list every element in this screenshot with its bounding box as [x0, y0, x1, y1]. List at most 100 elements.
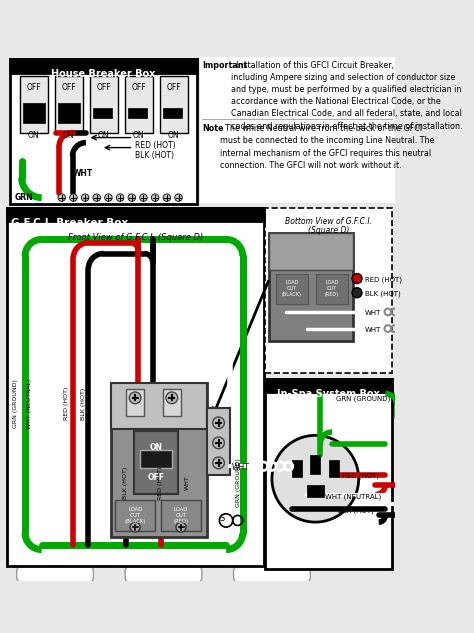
Text: (Square D): (Square D) [308, 226, 349, 235]
Bar [111, 383, 207, 537]
Text: S: S [219, 514, 225, 523]
Text: OFF: OFF [27, 82, 41, 92]
Bar [163, 389, 181, 416]
Bar [128, 108, 147, 118]
Bar [10, 59, 197, 73]
Circle shape [129, 392, 141, 404]
Circle shape [213, 437, 224, 449]
Circle shape [130, 522, 140, 532]
Bar [7, 208, 264, 567]
FancyBboxPatch shape [234, 567, 310, 582]
Bar [126, 389, 144, 416]
Text: Bottom View of G.F.C.I.: Bottom View of G.F.C.I. [285, 217, 372, 226]
Text: ON: ON [168, 131, 180, 140]
Circle shape [272, 436, 359, 522]
Text: BLK (HOT): BLK (HOT) [123, 467, 128, 499]
Bar [20, 76, 47, 132]
Bar [269, 233, 353, 341]
Text: OFF: OFF [147, 473, 164, 482]
Text: GRN: GRN [14, 192, 33, 202]
Bar [160, 76, 188, 132]
Bar [125, 76, 153, 132]
Text: LOAD
OUT
(RED): LOAD OUT (RED) [173, 507, 189, 524]
Text: ON: ON [63, 131, 74, 140]
Bar [90, 76, 118, 132]
Text: In-Spa System Box: In-Spa System Box [277, 389, 380, 399]
Text: LOAD
OUT
(RED): LOAD OUT (RED) [325, 280, 339, 297]
Circle shape [163, 194, 171, 201]
Bar [111, 383, 207, 429]
Text: House Breaker Box: House Breaker Box [51, 69, 155, 79]
Text: GRN (GROUND): GRN (GROUND) [236, 458, 241, 507]
Bar [55, 76, 82, 132]
Bar [163, 108, 182, 118]
Bar [265, 379, 392, 569]
Circle shape [105, 194, 112, 201]
Circle shape [213, 417, 224, 429]
Bar [92, 108, 112, 118]
Text: WHT (NEUTRAL): WHT (NEUTRAL) [27, 379, 32, 429]
FancyBboxPatch shape [17, 567, 93, 582]
Text: GRN (GROUND): GRN (GROUND) [12, 379, 18, 428]
Text: LOAD
OUT
(BLACK): LOAD OUT (BLACK) [125, 507, 146, 524]
Text: LOAD
OUT
(BLACK): LOAD OUT (BLACK) [282, 280, 302, 297]
Bar [140, 449, 172, 468]
Circle shape [82, 194, 89, 201]
Bar [265, 208, 392, 373]
Bar [57, 103, 80, 123]
Bar [23, 103, 45, 123]
Bar [265, 379, 392, 392]
Text: RED (HOT): RED (HOT) [64, 387, 69, 420]
Bar [276, 274, 308, 304]
Text: ON: ON [133, 131, 145, 140]
Text: OFF: OFF [166, 82, 181, 92]
Circle shape [213, 457, 224, 468]
Bar [316, 274, 348, 304]
Text: ON: ON [28, 131, 40, 140]
Circle shape [58, 194, 65, 201]
Text: WHT: WHT [232, 463, 250, 472]
Text: BLK (HOT): BLK (HOT) [365, 290, 400, 297]
Text: OFF: OFF [132, 82, 146, 92]
Bar [328, 460, 338, 477]
Circle shape [176, 522, 186, 532]
Text: ON: ON [149, 443, 163, 452]
Bar [207, 408, 230, 475]
Circle shape [116, 194, 124, 201]
Text: RED (HOT): RED (HOT) [342, 472, 379, 479]
Text: Note: Note [202, 124, 223, 133]
Text: RED (HOT): RED (HOT) [158, 467, 164, 499]
Circle shape [93, 194, 100, 201]
Text: BLK (HOT): BLK (HOT) [135, 151, 174, 160]
Text: WHT: WHT [365, 310, 381, 316]
Text: : The white Neutral wire from the back of the GFCI
must be connected to the inco: : The white Neutral wire from the back o… [220, 124, 435, 170]
Bar [269, 233, 353, 270]
Text: WHT: WHT [185, 475, 190, 491]
Text: WHT: WHT [365, 327, 381, 333]
Text: WHT: WHT [73, 169, 93, 179]
Circle shape [128, 194, 136, 201]
Circle shape [175, 194, 182, 201]
Circle shape [352, 273, 362, 284]
Text: RED (HOT): RED (HOT) [135, 141, 176, 150]
Circle shape [166, 392, 178, 404]
Bar [161, 499, 201, 531]
Circle shape [140, 194, 147, 201]
Circle shape [352, 288, 362, 298]
Circle shape [70, 194, 77, 201]
Bar [7, 208, 264, 221]
Text: G.F.C.I. Breaker Box: G.F.C.I. Breaker Box [11, 218, 128, 228]
Text: WHT (NEUTRAL): WHT (NEUTRAL) [325, 494, 382, 500]
Text: BLK (HOT): BLK (HOT) [338, 507, 374, 513]
Text: : Installation of this GFCI Circuit Breaker,
including Ampere sizing and selecti: : Installation of this GFCI Circuit Brea… [231, 61, 463, 130]
Bar [10, 59, 197, 204]
Text: Important: Important [202, 61, 247, 70]
Text: GRN (GROUND): GRN (GROUND) [336, 396, 391, 402]
Bar [134, 431, 178, 494]
Text: OFF: OFF [97, 82, 111, 92]
Bar [292, 460, 302, 477]
Text: RED (HOT): RED (HOT) [365, 276, 401, 282]
Text: BLK (HOT): BLK (HOT) [81, 387, 86, 420]
Text: OFF: OFF [62, 82, 76, 92]
FancyBboxPatch shape [125, 567, 202, 582]
